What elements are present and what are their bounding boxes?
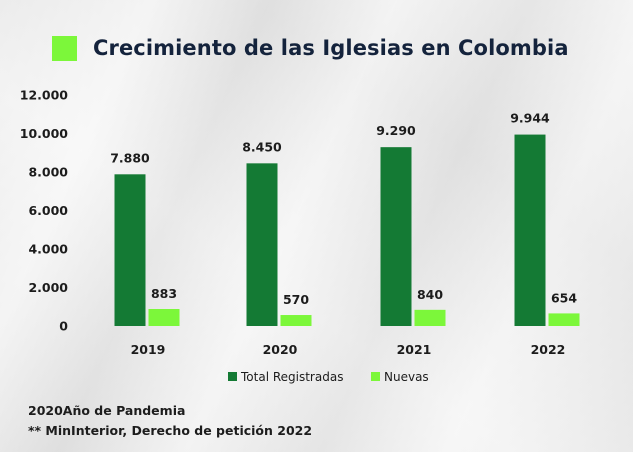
y-tick-label: 10.000 (20, 126, 69, 141)
bar-total-registradas (380, 147, 412, 326)
bar-total-registradas (514, 134, 546, 326)
data-label-total: 7.880 (110, 150, 150, 165)
bar-nuevas (148, 309, 180, 326)
y-tick-label: 12.000 (20, 88, 69, 103)
x-tick-label: 2019 (131, 342, 166, 357)
data-label-total: 8.450 (242, 139, 282, 154)
chart-title-block: Crecimiento de las Iglesias en Colombia (52, 30, 569, 66)
bar-total-registradas (246, 163, 278, 326)
legend-swatch-nuevas (371, 372, 380, 381)
legend-label-total: Total Registradas (240, 370, 343, 384)
y-tick-label: 6.000 (28, 203, 68, 218)
bar-total-registradas (114, 174, 146, 326)
data-label-nuevas: 570 (283, 292, 309, 307)
footnote-pandemic: 2020Año de Pandemia (28, 403, 186, 418)
title-square-icon (52, 35, 77, 61)
legend-swatch-total (228, 372, 237, 381)
y-tick-label: 8.000 (28, 165, 68, 180)
bar-nuevas (414, 309, 446, 326)
chart-title: Crecimiento de las Iglesias en Colombia (93, 36, 569, 60)
x-tick-label: 2020 (263, 342, 298, 357)
bar-chart: 0 2.000 4.000 6.000 8.000 10.000 12.000 7.880 88… (20, 88, 580, 384)
bar-nuevas (280, 315, 312, 326)
y-tick-label: 0 (59, 319, 68, 334)
bar-nuevas (548, 313, 580, 326)
data-label-nuevas: 883 (151, 286, 177, 301)
x-tick-label: 2022 (531, 342, 566, 357)
footnote-source: ** MinInterior, Derecho de petición 2022 (28, 423, 313, 438)
data-label-nuevas: 840 (417, 287, 443, 302)
y-tick-label: 2.000 (28, 280, 68, 295)
x-tick-label: 2021 (397, 342, 432, 357)
data-label-total: 9.290 (376, 123, 416, 138)
data-label-nuevas: 654 (551, 290, 577, 305)
data-label-total: 9.944 (510, 111, 550, 126)
legend-label-nuevas: Nuevas (384, 370, 429, 384)
y-tick-label: 4.000 (28, 242, 68, 257)
